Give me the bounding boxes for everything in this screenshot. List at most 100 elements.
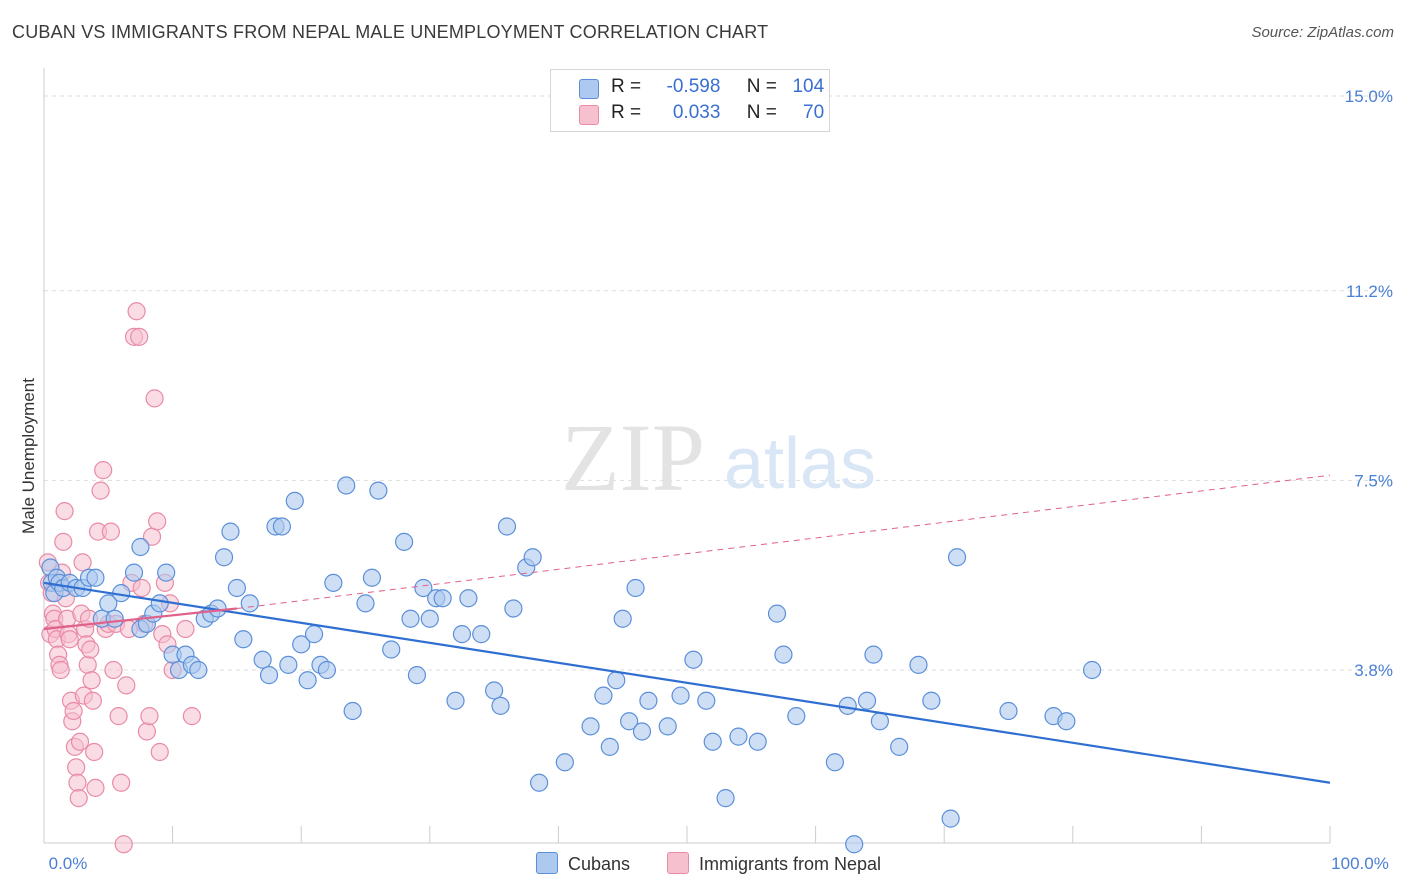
cuban-point	[870, 712, 890, 731]
legend: R = -0.598 N = 104 R = 0.033 N = 70	[550, 69, 830, 132]
cuban-point	[530, 773, 549, 792]
cuban-point	[362, 568, 382, 587]
grid-lines	[44, 95, 1395, 671]
cuban-point	[639, 691, 658, 710]
cuban-point	[1082, 660, 1102, 680]
cuban-point	[407, 666, 427, 685]
cuban-point	[620, 712, 639, 731]
nepal-point	[117, 676, 136, 695]
cuban-point	[369, 481, 388, 500]
cuban-point	[671, 686, 690, 705]
cuban-point	[491, 696, 510, 715]
legend-n-value: 104	[792, 76, 825, 97]
nepal-point	[54, 532, 73, 551]
cuban-point	[317, 660, 337, 680]
cuban-point	[497, 517, 517, 536]
nepal-point	[51, 660, 70, 680]
cuban-point	[227, 578, 246, 598]
legend-r-value: 0.033	[672, 102, 721, 123]
cuban-point	[382, 640, 401, 659]
cuban-point	[279, 655, 298, 674]
cuban-point	[697, 691, 716, 710]
cuban-point	[748, 732, 767, 751]
cuban-point	[774, 645, 793, 664]
cuban-point	[433, 589, 452, 608]
nepal-point	[60, 630, 79, 649]
cuban-point	[356, 594, 375, 613]
bottom-legend-nepal: Immigrants from Nepal	[667, 852, 881, 876]
trend-line-cubans	[43, 581, 1331, 784]
cuban-point	[684, 650, 703, 669]
legend-swatch-pink	[579, 105, 599, 125]
nepal-point	[150, 742, 169, 762]
nepal-point	[137, 722, 156, 741]
cuban-point	[825, 753, 844, 772]
nepal-point	[114, 835, 133, 854]
axes	[43, 68, 1331, 844]
cuban-point	[304, 625, 324, 644]
nepal-point	[55, 502, 74, 521]
y-tick-label: 3.8%	[1354, 661, 1393, 680]
bottom-legend-cubans: Cubans	[536, 852, 630, 876]
cuban-point	[999, 701, 1018, 721]
cuban-point	[626, 578, 645, 598]
cuban-point	[555, 753, 574, 772]
legend-r-label: R =	[611, 102, 642, 123]
cuban-point	[131, 537, 150, 557]
nepal-point	[127, 302, 146, 321]
legend-n-label: N =	[746, 76, 777, 97]
bottom-legend-swatch-blue	[536, 852, 558, 874]
cuban-point	[767, 604, 787, 623]
bottom-legend-swatch-pink	[667, 852, 689, 874]
x-tick-labels: 0.0% 100.0%	[49, 854, 1389, 873]
nepal-point	[73, 553, 92, 572]
cuban-point	[864, 645, 883, 664]
cuban-point	[485, 681, 504, 700]
cuban-point	[581, 717, 600, 736]
cuban-point	[343, 701, 362, 721]
cuban-point	[941, 809, 960, 828]
cuban-point	[272, 517, 292, 536]
cuban-point	[324, 573, 343, 592]
cuban-point	[124, 563, 144, 582]
nepal-point	[67, 758, 86, 777]
cuban-point	[729, 727, 748, 746]
legend-text-nepal: R = 0.033 N = 70	[611, 102, 824, 124]
nepal-point	[130, 327, 149, 346]
cuban-point	[600, 737, 619, 756]
cuban-point	[240, 594, 259, 613]
cuban-point	[189, 660, 208, 680]
cuban-point	[259, 666, 279, 685]
cuban-point	[594, 686, 613, 705]
cuban-point	[234, 630, 253, 649]
watermark: ZIP atlas	[561, 404, 876, 511]
bottom-legend-label-cubans: Cubans	[568, 854, 631, 874]
nepal-point	[101, 522, 120, 541]
nepal-point	[70, 732, 90, 751]
nepal-point	[140, 707, 159, 726]
nepal-point	[104, 660, 123, 680]
nepal-point	[81, 640, 100, 659]
legend-n-label: N =	[746, 102, 777, 123]
y-tick-labels: 3.8% 7.5% 11.2% 15.0%	[1345, 87, 1393, 680]
cuban-point	[909, 655, 928, 674]
cuban-point	[394, 532, 414, 551]
y-tick-label: 11.2%	[1346, 282, 1393, 301]
x-tick-min: 0.0%	[49, 854, 88, 873]
cuban-point	[459, 589, 478, 608]
cuban-point	[632, 722, 652, 741]
source-label: Source: ZipAtlas.com	[1251, 24, 1394, 41]
chart-title: CUBAN VS IMMIGRANTS FROM NEPAL MALE UNEM…	[12, 22, 769, 42]
cuban-point	[703, 732, 722, 751]
cuban-point	[472, 625, 491, 644]
cuban-point	[337, 476, 356, 495]
cuban-point	[452, 625, 472, 644]
x-tick-max: 100.0%	[1331, 854, 1389, 873]
cuban-point	[105, 609, 124, 628]
cuban-point	[845, 835, 864, 854]
cuban-point	[214, 548, 234, 567]
legend-swatch-blue	[579, 79, 599, 99]
nepal-point	[182, 707, 201, 726]
trend-lines	[43, 474, 1331, 784]
